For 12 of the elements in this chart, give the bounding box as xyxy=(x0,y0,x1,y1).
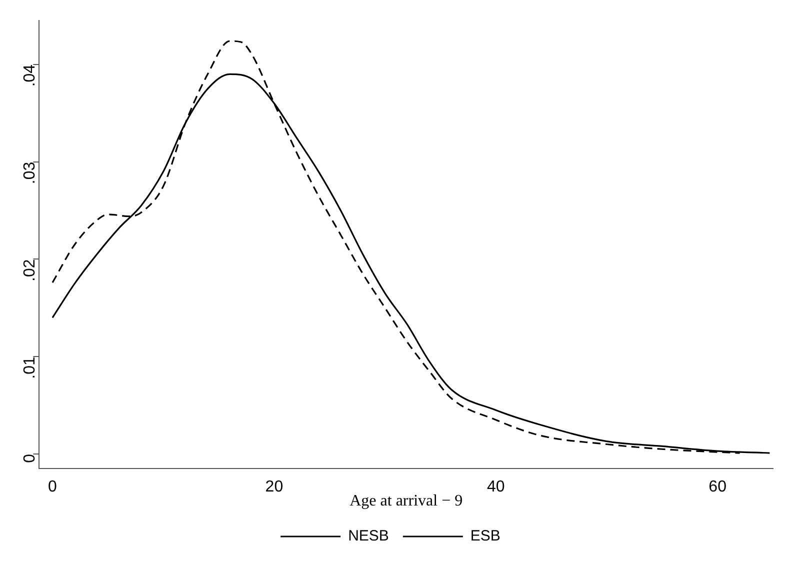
x-tick-label: 20 xyxy=(265,478,284,496)
y-tick-label: .03 xyxy=(22,162,39,184)
x-axis-title: Age at arrival − 9 xyxy=(350,492,463,510)
legend-label: ESB xyxy=(470,528,500,545)
y-tick-label: .04 xyxy=(22,64,39,87)
x-tick-label: 0 xyxy=(48,478,58,496)
legend-label: NESB xyxy=(348,528,389,545)
y-tick-label: .01 xyxy=(22,356,39,379)
x-tick-label: 40 xyxy=(486,478,505,496)
x-tick-label: 60 xyxy=(708,478,727,496)
y-tick-label: 0 xyxy=(22,454,39,463)
y-tick-label: .02 xyxy=(22,259,39,282)
